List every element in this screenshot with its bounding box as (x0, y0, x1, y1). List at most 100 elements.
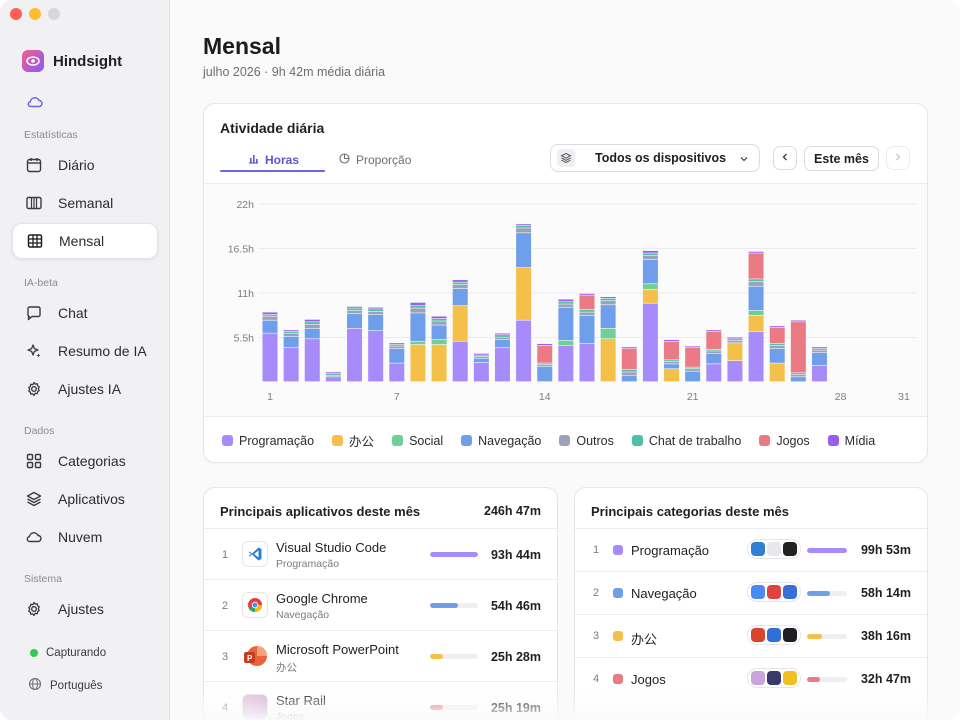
bar-segment[interactable] (790, 377, 806, 382)
bar-segment[interactable] (452, 288, 468, 306)
bar-segment[interactable] (516, 224, 532, 226)
bar-segment[interactable] (389, 348, 405, 363)
bar-segment[interactable] (537, 345, 553, 363)
bar-segment[interactable] (579, 309, 595, 312)
bar-segment[interactable] (347, 314, 363, 328)
bar-segment[interactable] (621, 372, 637, 375)
legend-item[interactable]: Programação (222, 434, 314, 448)
bar-segment[interactable] (558, 299, 574, 302)
bar-segment[interactable] (558, 304, 574, 307)
bar-segment[interactable] (389, 343, 405, 345)
bar-segment[interactable] (516, 225, 532, 228)
bar-segment[interactable] (473, 362, 489, 382)
bar-segment[interactable] (325, 375, 341, 377)
sidebar-item-semanal[interactable]: Semanal (12, 185, 158, 221)
bar-segment[interactable] (325, 372, 341, 374)
bar-segment[interactable] (811, 365, 827, 382)
bar-segment[interactable] (748, 331, 764, 382)
bar-segment[interactable] (685, 346, 701, 348)
bar-segment[interactable] (283, 331, 299, 333)
bar-segment[interactable] (494, 339, 510, 348)
bar-segment[interactable] (410, 302, 426, 306)
sidebar-item-nuvem[interactable]: Nuvem (12, 519, 158, 555)
bar-segment[interactable] (706, 331, 722, 350)
bar-segment[interactable] (642, 289, 658, 303)
app-row[interactable]: 2 Google Chrome Navegação 54h 46m (204, 579, 557, 630)
bar-segment[interactable] (685, 369, 701, 371)
bar-segment[interactable] (516, 320, 532, 382)
bar-segment[interactable] (706, 330, 722, 332)
bar-segment[interactable] (431, 344, 447, 382)
bar-segment[interactable] (685, 348, 701, 367)
bar-segment[interactable] (748, 315, 764, 332)
legend-item[interactable]: Navegação (461, 434, 541, 448)
bar-segment[interactable] (262, 320, 278, 333)
bar-segment[interactable] (304, 339, 320, 382)
bar-segment[interactable] (600, 301, 616, 305)
sidebar-item-diario[interactable]: Diário (12, 147, 158, 183)
bar-segment[interactable] (452, 282, 468, 285)
bar-segment[interactable] (642, 259, 658, 284)
bar-segment[interactable] (642, 250, 658, 253)
bar-segment[interactable] (516, 228, 532, 233)
bar-segment[interactable] (368, 309, 384, 312)
bar-segment[interactable] (790, 320, 806, 322)
sidebar-item-categorias[interactable]: Categorias (12, 443, 158, 479)
bar-segment[interactable] (389, 346, 405, 349)
bar-segment[interactable] (769, 363, 785, 382)
bar-segment[interactable] (664, 369, 680, 382)
bar-segment[interactable] (389, 363, 405, 382)
bar-segment[interactable] (558, 345, 574, 382)
bar-segment[interactable] (431, 316, 447, 319)
bar-segment[interactable] (325, 377, 341, 382)
bar-segment[interactable] (600, 298, 616, 301)
bar-segment[interactable] (494, 333, 510, 335)
bar-segment[interactable] (642, 253, 658, 256)
language-selector[interactable]: Português (28, 677, 102, 694)
sidebar-item-resumo[interactable]: Resumo de IA (12, 333, 158, 369)
bar-segment[interactable] (664, 364, 680, 369)
bar-segment[interactable] (516, 267, 532, 320)
this-month-button[interactable]: Este mês (804, 146, 879, 171)
category-row[interactable]: 4 Jogos 32h 47m (575, 657, 927, 700)
category-row[interactable]: 3 办公 38h 16m (575, 614, 927, 657)
bar-segment[interactable] (431, 325, 447, 340)
legend-item[interactable]: Mídia (827, 434, 875, 448)
bar-segment[interactable] (579, 343, 595, 382)
bar-segment[interactable] (727, 360, 743, 382)
bar-segment[interactable] (579, 315, 595, 344)
bar-segment[interactable] (769, 345, 785, 349)
device-select[interactable]: Todos os dispositivos (550, 144, 760, 172)
bar-segment[interactable] (473, 356, 489, 358)
bar-segment[interactable] (579, 293, 595, 295)
bar-segment[interactable] (706, 353, 722, 364)
bar-segment[interactable] (558, 307, 574, 341)
bar-segment[interactable] (283, 348, 299, 382)
bar-segment[interactable] (600, 305, 616, 328)
minimize-window-button[interactable] (29, 8, 41, 20)
bar-segment[interactable] (664, 361, 680, 364)
bar-segment[interactable] (262, 333, 278, 382)
bar-segment[interactable] (368, 331, 384, 382)
capture-status[interactable]: Capturando (30, 647, 106, 659)
bar-segment[interactable] (368, 307, 384, 309)
bar-segment[interactable] (600, 339, 616, 382)
legend-item[interactable]: Social (392, 434, 443, 448)
bar-segment[interactable] (325, 373, 341, 375)
bar-segment[interactable] (368, 314, 384, 331)
bar-segment[interactable] (664, 341, 680, 360)
bar-segment[interactable] (558, 301, 574, 304)
bar-segment[interactable] (748, 281, 764, 286)
app-row[interactable]: 3 P Microsoft PowerPoint 办公 25h 28m (204, 630, 557, 681)
bar-segment[interactable] (811, 348, 827, 350)
bar-segment[interactable] (389, 344, 405, 346)
bar-segment[interactable] (304, 319, 320, 322)
bar-segment[interactable] (410, 308, 426, 313)
bar-segment[interactable] (664, 339, 680, 341)
bar-segment[interactable] (494, 335, 510, 337)
bar-segment[interactable] (347, 306, 363, 308)
bar-segment[interactable] (727, 337, 743, 339)
bar-segment[interactable] (790, 374, 806, 377)
bar-segment[interactable] (431, 339, 447, 345)
tab-hours[interactable]: Horas (248, 150, 299, 170)
